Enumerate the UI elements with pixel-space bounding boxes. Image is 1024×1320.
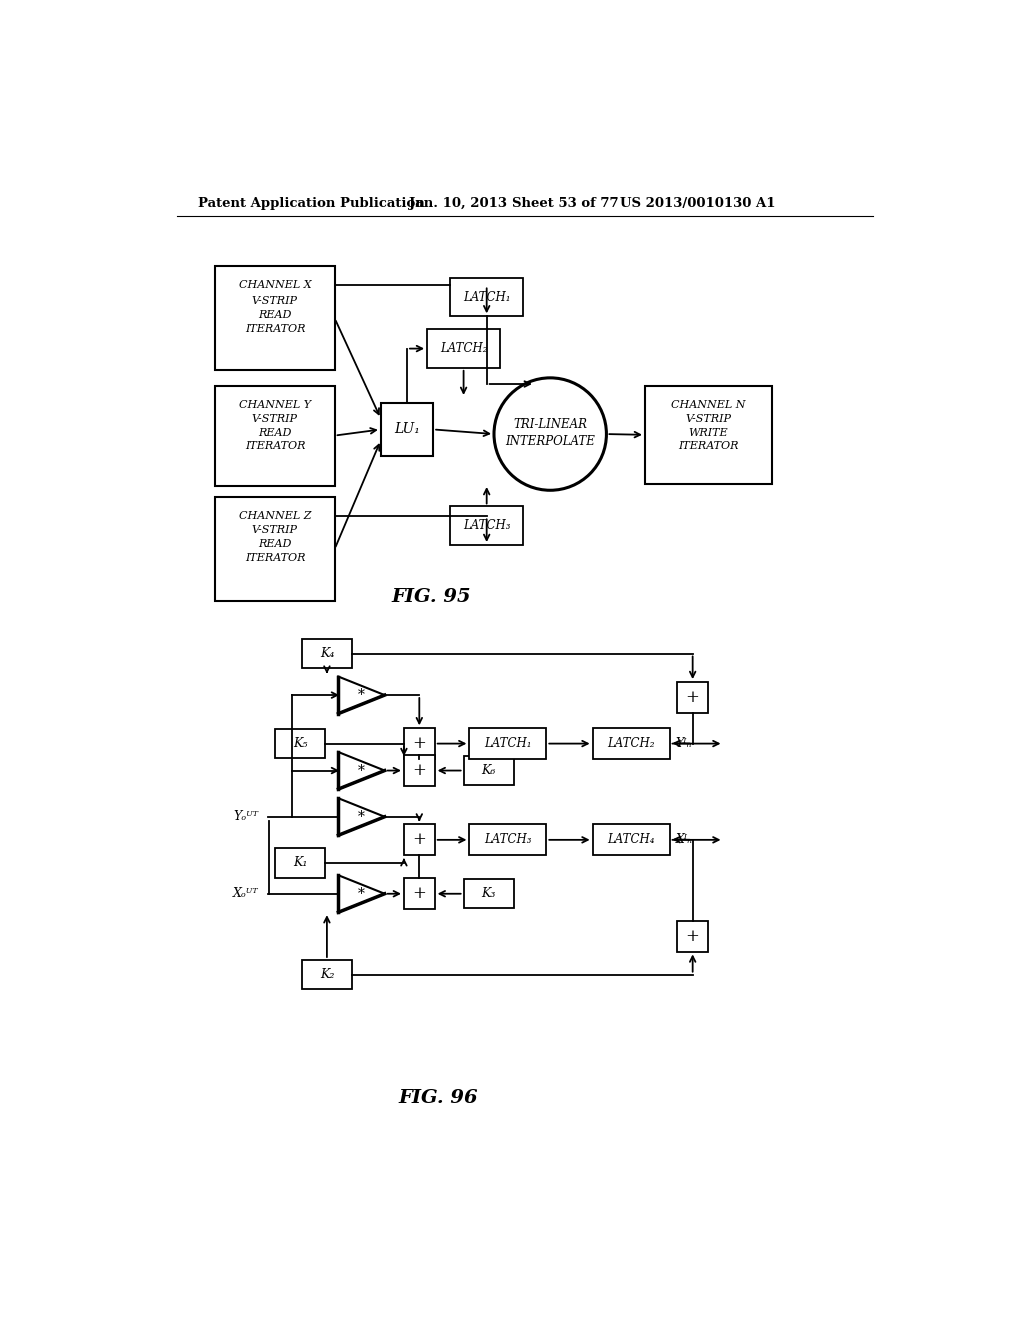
Bar: [464, 756, 514, 785]
Text: *: *: [358, 688, 365, 702]
Text: ITERATOR: ITERATOR: [245, 553, 305, 564]
Text: K₄: K₄: [319, 647, 334, 660]
Text: Jan. 10, 2013: Jan. 10, 2013: [410, 197, 507, 210]
Polygon shape: [339, 752, 385, 789]
Text: CHANNEL N: CHANNEL N: [671, 400, 745, 409]
Polygon shape: [339, 799, 385, 836]
Bar: [593, 729, 670, 759]
Text: CHANNEL Z: CHANNEL Z: [239, 511, 311, 521]
Bar: [451, 277, 523, 317]
Bar: [215, 267, 335, 370]
Bar: [403, 729, 435, 759]
Text: LATCH₁: LATCH₁: [484, 737, 531, 750]
Text: TRI-LINEAR: TRI-LINEAR: [513, 418, 587, 432]
Text: +: +: [413, 762, 426, 779]
Text: K₂: K₂: [319, 968, 334, 981]
Text: READ: READ: [258, 310, 292, 319]
Text: Yₒᵁᵀ: Yₒᵁᵀ: [233, 810, 258, 824]
Bar: [274, 729, 325, 758]
Bar: [464, 879, 514, 908]
Text: Sheet 53 of 77: Sheet 53 of 77: [512, 197, 620, 210]
Polygon shape: [339, 677, 385, 714]
Text: ITERATOR: ITERATOR: [678, 441, 738, 451]
Bar: [469, 825, 547, 855]
Text: LATCH₄: LATCH₄: [607, 833, 654, 846]
Text: CHANNEL X: CHANNEL X: [239, 280, 311, 290]
Text: K₃: K₃: [481, 887, 496, 900]
Text: +: +: [686, 928, 699, 945]
Bar: [677, 682, 708, 713]
Text: US 2013/0010130 A1: US 2013/0010130 A1: [620, 197, 775, 210]
Text: LATCH₂: LATCH₂: [440, 342, 487, 355]
Text: Xᴵₙ: Xᴵₙ: [676, 833, 693, 846]
Text: +: +: [413, 886, 426, 903]
Text: ITERATOR: ITERATOR: [245, 325, 305, 334]
Text: READ: READ: [258, 428, 292, 437]
Text: Patent Application Publication: Patent Application Publication: [199, 197, 425, 210]
Bar: [451, 507, 523, 545]
Text: LATCH₃: LATCH₃: [484, 833, 531, 846]
Text: FIG. 95: FIG. 95: [391, 589, 471, 606]
Text: LU₁: LU₁: [394, 422, 420, 437]
Bar: [302, 639, 352, 668]
Text: V-STRIP: V-STRIP: [685, 413, 731, 424]
Text: LATCH₃: LATCH₃: [463, 519, 510, 532]
Bar: [274, 849, 325, 878]
Bar: [302, 960, 352, 989]
Text: WRITE: WRITE: [688, 428, 728, 437]
Bar: [215, 498, 335, 601]
Bar: [593, 825, 670, 855]
Text: +: +: [413, 735, 426, 752]
Text: LATCH₁: LATCH₁: [463, 290, 510, 304]
Text: Yᴵₙ: Yᴵₙ: [676, 737, 692, 750]
Bar: [645, 385, 772, 484]
Bar: [403, 825, 435, 855]
Bar: [427, 330, 500, 368]
Text: FIG. 96: FIG. 96: [398, 1089, 478, 1106]
Text: +: +: [686, 689, 699, 706]
Circle shape: [494, 378, 606, 490]
Text: *: *: [358, 809, 365, 824]
Bar: [403, 878, 435, 909]
Text: LATCH₂: LATCH₂: [607, 737, 654, 750]
Text: +: +: [413, 832, 426, 849]
Text: *: *: [358, 887, 365, 900]
Text: CHANNEL Y: CHANNEL Y: [239, 400, 311, 409]
Text: K₆: K₆: [481, 764, 496, 777]
Text: K₅: K₅: [293, 737, 307, 750]
Text: Xₒᵁᵀ: Xₒᵁᵀ: [232, 887, 258, 900]
Text: V-STRIP: V-STRIP: [252, 296, 298, 306]
Text: V-STRIP: V-STRIP: [252, 525, 298, 536]
Text: ITERATOR: ITERATOR: [245, 441, 305, 451]
Text: READ: READ: [258, 539, 292, 549]
Polygon shape: [339, 875, 385, 912]
Bar: [403, 755, 435, 785]
Text: *: *: [358, 763, 365, 777]
Bar: [677, 921, 708, 952]
Bar: [215, 385, 335, 486]
Text: V-STRIP: V-STRIP: [252, 413, 298, 424]
Bar: [381, 404, 433, 455]
Text: K₁: K₁: [293, 857, 307, 870]
Bar: [469, 729, 547, 759]
Text: INTERPOLATE: INTERPOLATE: [505, 436, 595, 449]
